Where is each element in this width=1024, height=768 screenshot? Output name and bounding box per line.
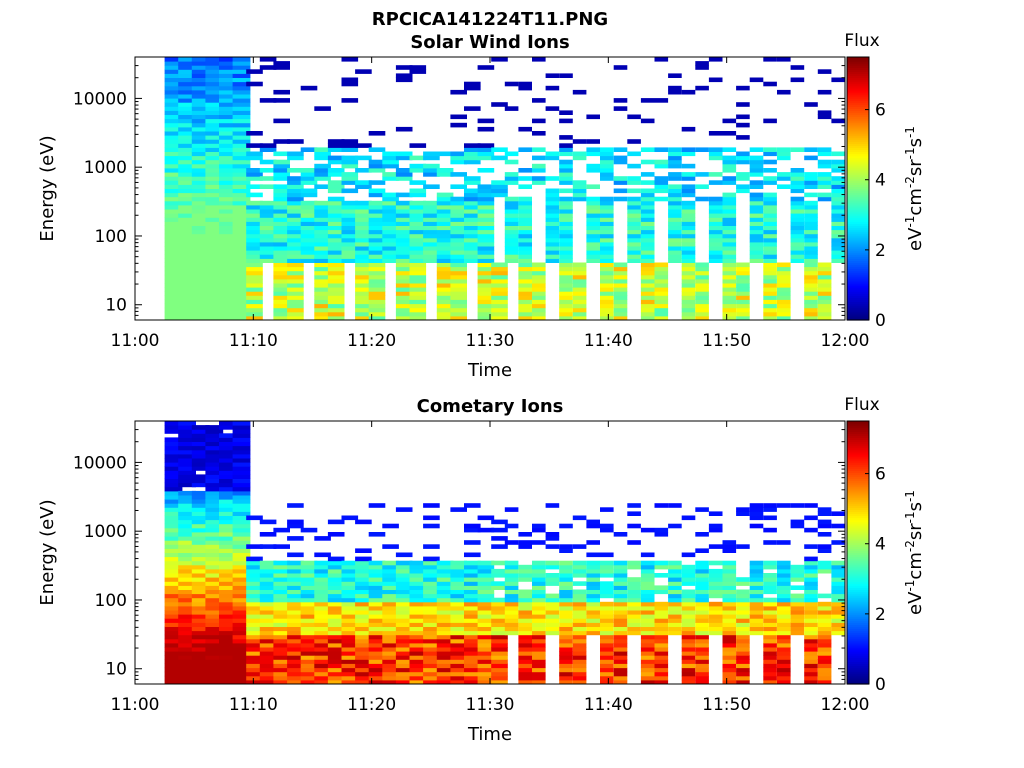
y-tick-label: 10000: [73, 89, 127, 109]
y-tick-label: 10: [105, 660, 127, 680]
x-tick-label: 11:50: [702, 695, 751, 715]
x-tick-label: 11:10: [229, 695, 278, 715]
x-tick-label: 11:10: [229, 331, 278, 351]
panel-title: Cometary Ions: [417, 396, 564, 417]
colorbar-tick-label: 2: [875, 241, 886, 261]
spectrogram: [164, 421, 845, 685]
colorbar-frame: [846, 56, 870, 321]
x-tick-label: 11:30: [466, 695, 515, 715]
y-tick-label: 10: [105, 296, 127, 316]
x-tick-label: 11:20: [347, 695, 396, 715]
x-tick-label: 11:50: [702, 331, 751, 351]
x-axis-label: Time: [467, 724, 512, 745]
x-tick-label: 11:00: [111, 695, 160, 715]
colorbar-tick-label: 0: [875, 675, 886, 695]
y-tick-label: 100: [95, 591, 127, 611]
colorbar-tick-label: 6: [875, 101, 886, 121]
y-tick-label: 1000: [84, 522, 127, 542]
colorbar-title: Flux: [844, 31, 879, 51]
spectrogram: [164, 57, 845, 321]
y-axis-label: Energy (eV): [37, 499, 58, 605]
y-tick-label: 10000: [73, 453, 127, 473]
panel-cometary-ions: 11:00 11:10 11:20 11:30 11:40 11:50 12:00 10 100…: [37, 395, 926, 745]
colorbar-tick-label: 6: [875, 465, 886, 485]
panel-title: Solar Wind Ions: [410, 32, 569, 53]
x-axis-label: Time: [467, 360, 512, 381]
y-tick-label: 1000: [84, 158, 127, 178]
y-axis-label: Energy (eV): [37, 135, 58, 241]
colorbar: Flux 0 2 4 6 eV-1cm-2sr-1s-1: [844, 395, 926, 695]
colorbar-tick-label: 0: [875, 311, 886, 331]
x-tick-label: 12:00: [821, 695, 870, 715]
colorbar-units-label: eV-1cm-2sr-1s-1: [903, 490, 926, 615]
colorbar-tick-label: 4: [875, 171, 886, 191]
x-tick-label: 11:20: [347, 331, 396, 351]
colorbar-title: Flux: [844, 395, 879, 415]
colorbar-tick-label: 4: [875, 535, 886, 555]
x-tick-label: 12:00: [821, 331, 870, 351]
x-tick-label: 11:40: [584, 695, 633, 715]
colorbar-units-label: eV-1cm-2sr-1s-1: [903, 126, 926, 251]
figure-title: RPCICA141224T11.PNG: [372, 9, 608, 30]
colorbar-frame: [846, 420, 870, 685]
colorbar: Flux 0 2 4 6 eV-1cm-2sr-1s-1: [844, 31, 926, 331]
y-tick-label: 100: [95, 227, 127, 247]
colorbar-tick-label: 2: [875, 605, 886, 625]
panel-solar-wind-ions: 11:00 11:10 11:20 11:30 11:40 11:50 12:00 10 100…: [37, 31, 926, 381]
x-tick-label: 11:30: [466, 331, 515, 351]
x-tick-label: 11:00: [111, 331, 160, 351]
x-tick-label: 11:40: [584, 331, 633, 351]
